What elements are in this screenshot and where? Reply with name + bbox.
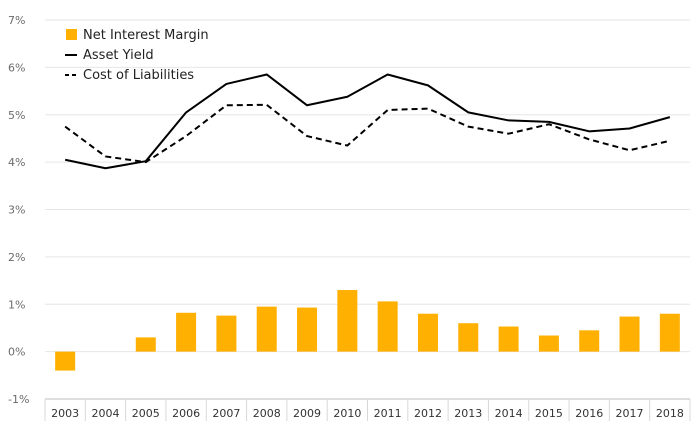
bar-2011 <box>377 301 398 352</box>
y-tick-label: -1% <box>8 393 29 406</box>
x-tick-label: 2013 <box>454 407 482 420</box>
line-series <box>64 73 671 170</box>
bar-2010 <box>337 290 358 352</box>
legend-swatch-net-interest-margin <box>66 29 77 40</box>
x-tick-label: 2018 <box>656 407 684 420</box>
bar-2012 <box>417 313 438 352</box>
x-tick-label: 2005 <box>132 407 160 420</box>
x-tick-label: 2006 <box>172 407 200 420</box>
y-tick-label: 5% <box>8 109 25 122</box>
bar-2015 <box>538 335 559 352</box>
x-tick-label: 2007 <box>212 407 240 420</box>
legend-label-asset-yield: Asset Yield <box>83 48 154 63</box>
y-tick-label: 4% <box>8 156 25 169</box>
legend-label-cost-of-liabilities: Cost of Liabilities <box>83 68 194 83</box>
y-tick-label: 7% <box>8 14 25 27</box>
x-tick-label: 2016 <box>575 407 603 420</box>
x-tick-label: 2011 <box>374 407 402 420</box>
y-tick-label: 0% <box>8 346 25 359</box>
bar-2017 <box>619 316 640 352</box>
x-tick-label: 2008 <box>253 407 281 420</box>
y-axis-ticks: 7% 6% 5% 4% 3% 2% 1% 0% -1% <box>8 14 29 406</box>
y-tick-label: 2% <box>8 251 25 264</box>
x-tick-label: 2014 <box>495 407 523 420</box>
legend-label-net-interest-margin: Net Interest Margin <box>83 28 209 43</box>
bar-2008 <box>256 306 277 352</box>
x-tick-label: 2003 <box>51 407 79 420</box>
bar-2016 <box>579 330 600 352</box>
bar-2005 <box>135 337 156 352</box>
y-tick-label: 3% <box>8 204 25 217</box>
x-tick-label: 2017 <box>616 407 644 420</box>
line-asset-yield <box>64 73 671 170</box>
y-tick-label: 1% <box>8 298 25 311</box>
bar-2007 <box>216 315 237 352</box>
bar-2009 <box>297 307 318 352</box>
bar-2018 <box>659 313 680 352</box>
bar-series-net-interest-margin <box>55 290 680 371</box>
x-tick-label: 2012 <box>414 407 442 420</box>
bar-2013 <box>458 323 479 352</box>
x-tick-label: 2015 <box>535 407 563 420</box>
bar-2014 <box>498 326 519 352</box>
x-tick-label: 2004 <box>91 407 119 420</box>
bar-2006 <box>176 312 197 352</box>
x-tick-label: 2010 <box>333 407 361 420</box>
line-cost-of-liabilities <box>64 103 671 164</box>
y-tick-label: 6% <box>8 61 25 74</box>
legend: Net Interest Margin Asset Yield Cost of … <box>65 28 209 83</box>
x-tick-label: 2009 <box>293 407 321 420</box>
x-axis: 2003 2004 2005 2006 2007 2008 2009 2010 2011 2012… <box>44 398 691 421</box>
bar-2003 <box>55 351 76 371</box>
